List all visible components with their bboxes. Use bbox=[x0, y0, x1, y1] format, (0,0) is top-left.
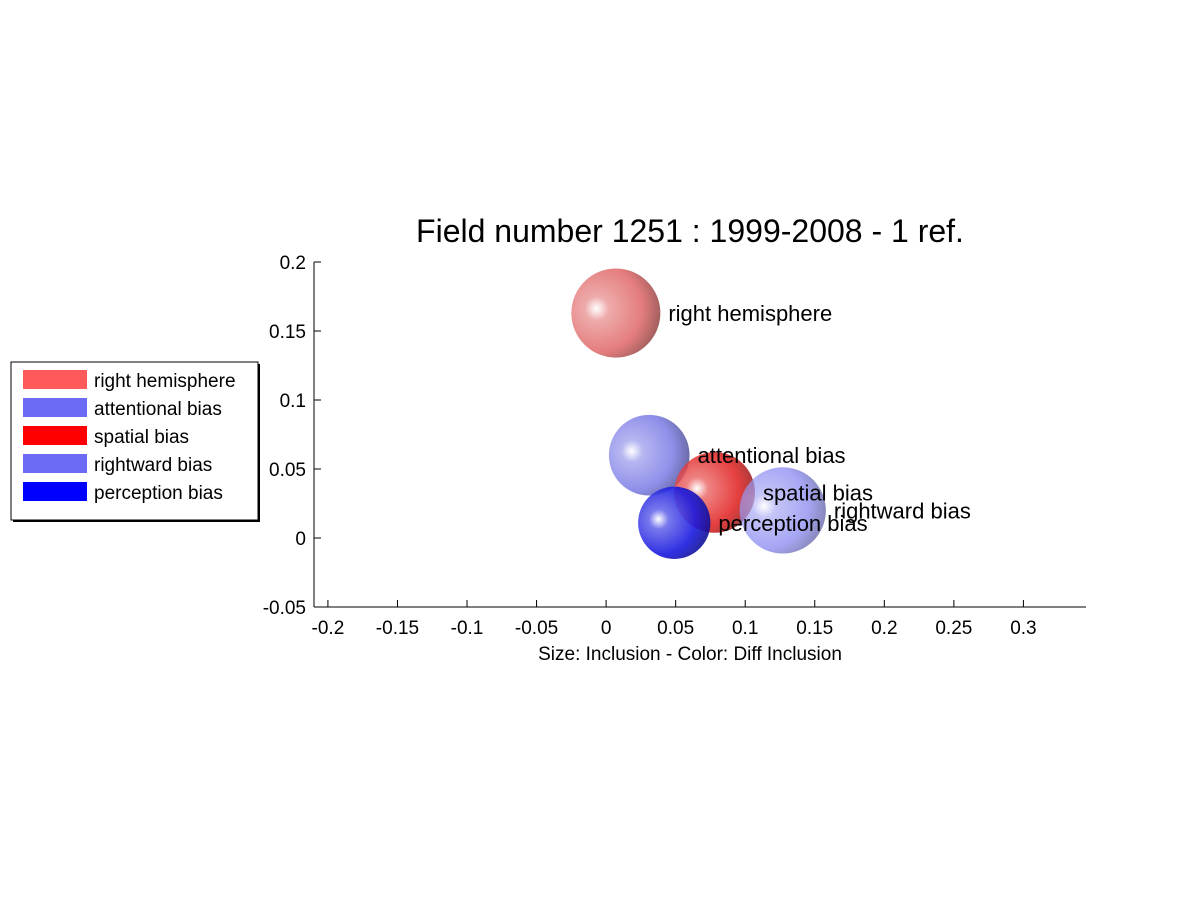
legend-swatch bbox=[23, 398, 87, 417]
bubbles bbox=[571, 268, 826, 559]
x-tick-label: 0.3 bbox=[1010, 618, 1036, 639]
legend-swatch bbox=[23, 370, 87, 389]
bubble-labels: right hemisphere attentional bias spatial … bbox=[668, 301, 970, 536]
x-tick-label: 0.1 bbox=[732, 618, 758, 639]
bubble-label: right hemisphere bbox=[668, 301, 832, 326]
y-tick-label: 0.15 bbox=[269, 322, 306, 343]
y-tick-label: -0.05 bbox=[263, 598, 306, 619]
bubble bbox=[571, 268, 661, 358]
x-tick-label: -0.15 bbox=[376, 618, 419, 639]
legend-label: spatial bias bbox=[94, 427, 189, 448]
bubble-label: perception bias bbox=[718, 511, 867, 536]
axes: -0.2 -0.15 -0.1 -0.05 0 0.05 0.1 0.15 0.2 0.25 0.3… bbox=[263, 253, 1086, 639]
legend-label: perception bias bbox=[94, 483, 223, 504]
x-tick-label: -0.2 bbox=[312, 618, 345, 639]
y-tick-label: 0.05 bbox=[269, 460, 306, 481]
y-tick-label: 0 bbox=[295, 529, 306, 550]
y-tick-label: 0.1 bbox=[280, 391, 306, 412]
legend-swatch bbox=[23, 454, 87, 473]
bubble-label: attentional bias bbox=[698, 443, 846, 468]
legend-label: attentional bias bbox=[94, 399, 222, 420]
legend-label: right hemisphere bbox=[94, 371, 236, 392]
bubble-label: spatial bias bbox=[763, 480, 873, 505]
x-tick-label: -0.1 bbox=[451, 618, 484, 639]
y-tick-label: 0.2 bbox=[280, 253, 306, 274]
x-tick-label: 0.25 bbox=[935, 618, 972, 639]
x-tick-label: 0.05 bbox=[657, 618, 694, 639]
bubble-label: rightward bias bbox=[834, 498, 971, 523]
x-axis-label: Size: Inclusion - Color: Diff Inclusion bbox=[538, 644, 842, 665]
x-tick-label: -0.05 bbox=[515, 618, 558, 639]
legend-swatch bbox=[23, 482, 87, 501]
chart-title: Field number 1251 : 1999-2008 - 1 ref. bbox=[416, 213, 964, 249]
x-tick-label: 0 bbox=[601, 618, 612, 639]
legend: right hemisphere attentional bias spatial … bbox=[10, 361, 260, 522]
x-tick-label: 0.2 bbox=[871, 618, 897, 639]
legend-label: rightward bias bbox=[94, 455, 212, 476]
x-tick-label: 0.15 bbox=[796, 618, 833, 639]
legend-swatch bbox=[23, 426, 87, 445]
bubble bbox=[638, 486, 711, 559]
bubble bbox=[739, 467, 826, 554]
bubble bbox=[608, 414, 690, 496]
